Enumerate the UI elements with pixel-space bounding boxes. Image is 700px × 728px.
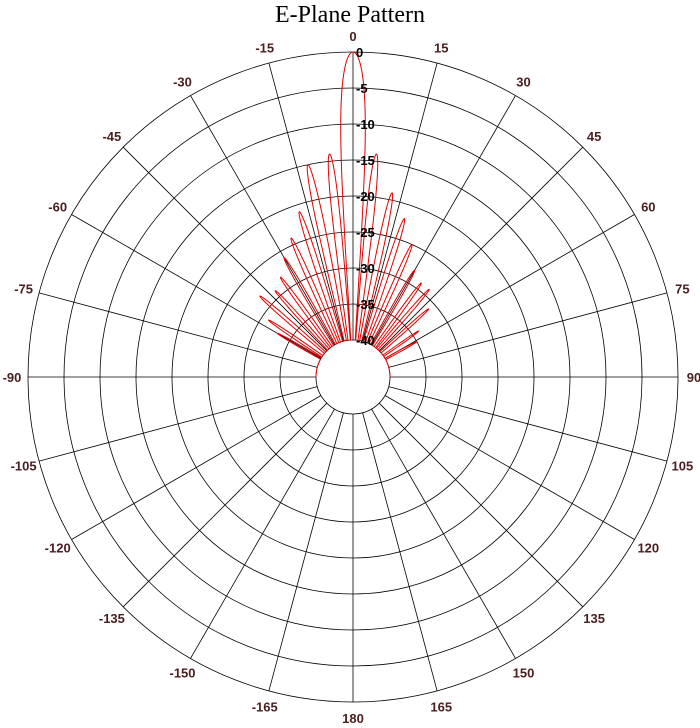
angle-tick-label: -165 bbox=[252, 699, 278, 714]
radial-tick-label: -30 bbox=[356, 261, 375, 276]
angle-tick-label: 105 bbox=[672, 458, 694, 473]
angle-tick-label: -45 bbox=[102, 129, 121, 144]
grid-spoke bbox=[122, 146, 328, 352]
angle-tick-label: -75 bbox=[14, 282, 33, 297]
radial-tick-label: -25 bbox=[356, 225, 375, 240]
angle-tick-label: 150 bbox=[513, 665, 535, 680]
angle-tick-label: -60 bbox=[48, 200, 67, 215]
radial-tick-label: -35 bbox=[356, 297, 375, 312]
radial-tick-label: -15 bbox=[356, 153, 375, 168]
angle-tick-label: -90 bbox=[3, 370, 22, 385]
angle-tick-label: 75 bbox=[675, 282, 689, 297]
grid-spoke bbox=[371, 95, 516, 346]
angle-tick-label: -105 bbox=[11, 458, 37, 473]
grid-spoke bbox=[190, 95, 335, 346]
pattern-series-line bbox=[259, 51, 430, 378]
radial-tick-label: -5 bbox=[356, 81, 368, 96]
angle-tick-label: 30 bbox=[516, 75, 530, 90]
angle-tick-label: -120 bbox=[45, 541, 71, 556]
grid-spoke bbox=[384, 214, 635, 359]
grid-spoke bbox=[268, 62, 344, 342]
grid-spoke bbox=[268, 412, 344, 692]
chart-title: E-Plane Pattern bbox=[275, 2, 425, 28]
angle-tick-label: 180 bbox=[342, 711, 364, 726]
angle-tick-label: 0 bbox=[349, 29, 356, 44]
angle-tick-label: 135 bbox=[583, 611, 605, 626]
angle-tick-label: -30 bbox=[173, 75, 192, 90]
angle-tick-label: 60 bbox=[641, 200, 655, 215]
grid-spoke bbox=[38, 292, 318, 368]
angle-tick-label: 45 bbox=[587, 129, 601, 144]
angle-tick-label: 15 bbox=[434, 41, 448, 56]
grid-spoke bbox=[71, 214, 322, 359]
grid-spoke bbox=[388, 292, 668, 368]
radial-tick-label: -40 bbox=[356, 333, 375, 348]
grid-spoke bbox=[362, 412, 438, 692]
grid-spoke bbox=[378, 146, 584, 352]
grid-spoke bbox=[190, 408, 335, 659]
radial-tick-label: -20 bbox=[356, 189, 375, 204]
angle-tick-label: -15 bbox=[255, 41, 274, 56]
radial-tick-label: -10 bbox=[356, 117, 375, 132]
grid-spoke bbox=[378, 402, 584, 608]
grid-spoke bbox=[122, 402, 328, 608]
grid-spoke bbox=[38, 386, 318, 462]
grid-spoke bbox=[362, 62, 438, 342]
grid-spoke bbox=[371, 408, 516, 659]
angle-tick-label: 165 bbox=[430, 699, 452, 714]
radial-tick-label: 0 bbox=[356, 45, 363, 60]
grid-spoke bbox=[71, 395, 322, 540]
angle-tick-label: 90 bbox=[687, 370, 700, 385]
angle-tick-label: -135 bbox=[99, 611, 125, 626]
grid-spoke bbox=[388, 386, 668, 462]
angle-tick-label: 120 bbox=[637, 541, 659, 556]
angle-tick-label: -150 bbox=[169, 665, 195, 680]
grid-spoke bbox=[384, 395, 635, 540]
